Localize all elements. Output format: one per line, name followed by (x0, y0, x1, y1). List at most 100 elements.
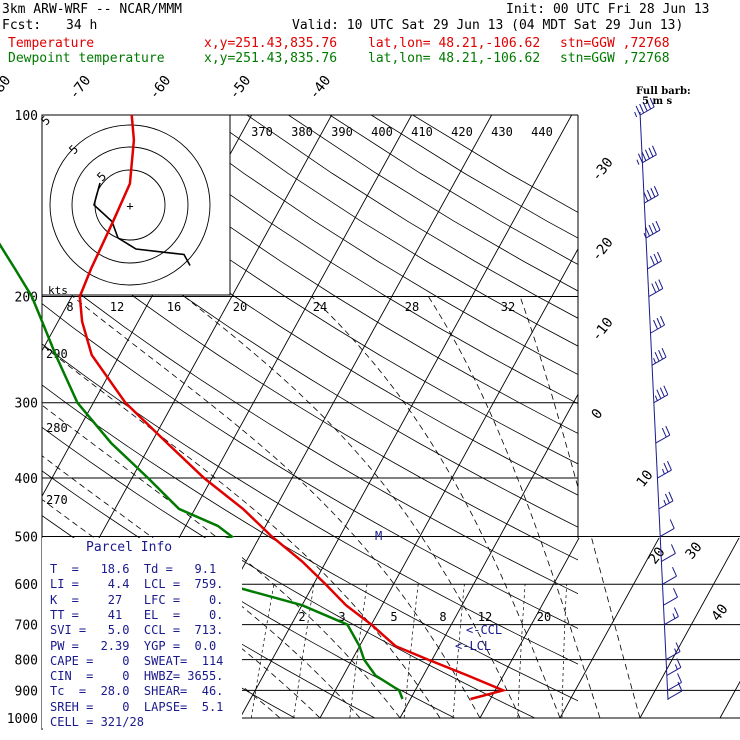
upper-scale-label: 12 (110, 300, 124, 314)
moist-adiabat-line (42, 296, 441, 719)
wind-barb-flag (639, 103, 645, 114)
wind-barb-half (636, 159, 640, 165)
isotherm-line (719, 115, 740, 719)
wind-barb-staff (666, 667, 682, 676)
dry-adiabat-line (42, 426, 535, 719)
wind-barb-flag (649, 97, 655, 108)
wind-barb (663, 587, 678, 606)
forecast-hour: 34 h (66, 18, 98, 33)
hodograph-ring (71, 146, 189, 264)
moist-adiabat-line (42, 296, 361, 719)
wind-barb-flag (665, 425, 671, 436)
wind-barb-staff (664, 616, 679, 626)
wind-barb-flag (672, 567, 677, 577)
moist-adiabat-line (42, 296, 401, 719)
temperature-latlon: lat,lon= 48.21,-106.62 (368, 36, 541, 51)
wind-barb (655, 425, 671, 444)
theta-label: 380 (291, 125, 313, 139)
dewpoint-station: stn=GGW ,72768 (560, 51, 670, 66)
wind-barb-half (672, 613, 676, 619)
wind-barb-flag (673, 607, 679, 617)
mixing-ratio-line (250, 584, 275, 719)
wind-barb (659, 519, 675, 537)
isotherm-label-right: -30 (589, 155, 617, 185)
wind-barb-flag (646, 99, 652, 110)
wind-barb-flag (645, 226, 650, 237)
dry-adiabat-line (42, 151, 578, 496)
wind-barb-flag (659, 387, 665, 397)
hodograph-trace (93, 182, 191, 266)
wind-barb (658, 491, 674, 510)
wind-barb (664, 607, 679, 626)
wind-barb-flag (648, 147, 654, 157)
wind-barb (667, 681, 683, 700)
wind-barb-flag (663, 462, 669, 473)
mixing-ratio-line (403, 584, 419, 719)
isotherm-line (0, 115, 12, 718)
wind-barb-flag (656, 389, 662, 399)
temperature-trace (78, 114, 508, 701)
pressure-tick-label: 100 (15, 109, 38, 124)
wind-barb-half (653, 358, 657, 364)
theta-label: 400 (371, 125, 393, 139)
wind-barb-staff (659, 528, 675, 537)
wind-barb-flag (653, 185, 659, 196)
dry-adiabat-line (370, 115, 578, 239)
full-barb-units: 5 m s (642, 96, 673, 107)
wind-barb-flag (661, 427, 667, 438)
wind-barb-flag (642, 101, 648, 112)
dry-adiabat-label: 290 (46, 347, 68, 361)
parcel-info-row: SVI = 5.0 CCL = 713. (50, 623, 224, 638)
theta-label: 420 (451, 125, 473, 139)
wind-barb-flag (650, 187, 656, 198)
dry-adiabat-line (81, 115, 578, 434)
parcel-info-row: SREH = 0 LAPSE= 5.1 (50, 699, 224, 714)
dewpoint-xy: x,y=251.43,835.76 (204, 51, 338, 66)
wind-barb (666, 658, 682, 676)
isotherm-label-right: 40 (709, 601, 732, 624)
isotherm-label-right: 10 (634, 467, 657, 490)
theta-label: 440 (531, 125, 553, 139)
wind-barb (643, 220, 661, 239)
upper-scale-label: 20 (233, 300, 247, 314)
wind-barb-flag (637, 153, 643, 163)
wind-barb-half (674, 664, 678, 670)
wind-barb-flag (653, 253, 659, 264)
isotherm-label-top: -50 (226, 73, 254, 103)
pressure-tick-label: 900 (15, 684, 38, 699)
isotherm-label-right: -20 (589, 235, 617, 265)
mixing-ratio-label: 2 (298, 610, 305, 624)
mixing-ratio-line (561, 584, 568, 719)
theta-label: 390 (331, 125, 353, 139)
wind-barb-flag (648, 224, 654, 235)
parcel-info-row: K = 27 LFC = 0. (50, 592, 224, 607)
wind-barb-staff (665, 651, 681, 660)
moist-adiabat-line (72, 296, 481, 719)
barb-guide-line (639, 111, 669, 701)
valid-time: Valid: 10 UTC Sat 29 Jun 13 (04 MDT Sat … (292, 18, 684, 33)
wind-barb-staff (667, 690, 683, 700)
dry-adiabat-line (163, 115, 578, 376)
wind-barb-flag (676, 658, 682, 668)
hodograph-ring (49, 124, 211, 286)
wind-barb-flag (675, 642, 681, 652)
dry-adiabat-line (42, 264, 578, 595)
wind-barb (643, 185, 659, 204)
wind-barb-flag (658, 279, 664, 289)
isotherm-label-top: -70 (66, 73, 94, 103)
wind-barb-flag (635, 105, 641, 116)
mixing-ratio-label: 20 (537, 610, 551, 624)
wind-barb-flag (661, 348, 667, 358)
wind-barb (665, 642, 681, 660)
wind-barb-flag (656, 317, 662, 328)
isotherm-label-right: 0 (589, 406, 607, 422)
isotherm-line (639, 115, 740, 719)
isotherm-line (559, 115, 740, 719)
upper-scale-label: 28 (405, 300, 419, 314)
ccl-annotation: <-CCL (466, 623, 502, 637)
init-time: Init: 00 UTC Fri 28 Jun 13 (506, 2, 710, 17)
wind-barb-flag (658, 350, 664, 360)
hodograph-kts-label: kts (48, 284, 68, 297)
theta-label: 370 (251, 125, 273, 139)
wind-barb-flag (651, 145, 657, 155)
